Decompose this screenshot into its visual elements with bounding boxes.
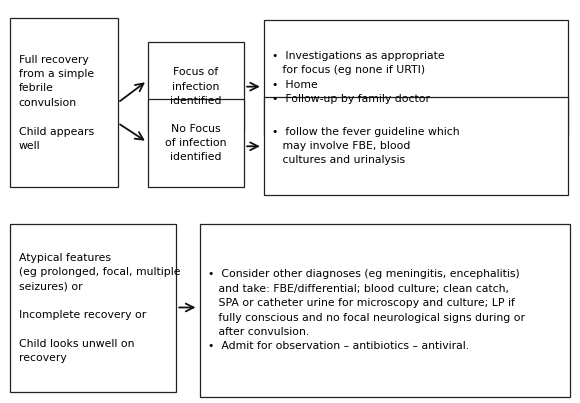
Text: •  Investigations as appropriate
   for focus (eg none if URTI)
•  Home
•  Follo: • Investigations as appropriate for focu… bbox=[272, 51, 445, 104]
FancyBboxPatch shape bbox=[10, 224, 176, 392]
Text: Atypical features
(eg prolonged, focal, multiple
seizures) or

Incomplete recove: Atypical features (eg prolonged, focal, … bbox=[19, 253, 180, 364]
FancyBboxPatch shape bbox=[10, 18, 118, 187]
FancyBboxPatch shape bbox=[264, 97, 568, 195]
FancyBboxPatch shape bbox=[148, 99, 244, 187]
FancyBboxPatch shape bbox=[264, 20, 568, 135]
Text: Focus of
infection
identified: Focus of infection identified bbox=[170, 67, 222, 106]
FancyBboxPatch shape bbox=[148, 42, 244, 131]
Text: Full recovery
from a simple
febrile
convulsion

Child appears
well: Full recovery from a simple febrile conv… bbox=[19, 54, 94, 151]
Text: No Focus
of infection
identified: No Focus of infection identified bbox=[165, 124, 227, 162]
Text: •  follow the fever guideline which
   may involve FBE, blood
   cultures and ur: • follow the fever guideline which may i… bbox=[272, 127, 459, 166]
FancyBboxPatch shape bbox=[200, 224, 570, 397]
Text: •  Consider other diagnoses (eg meningitis, encephalitis)
   and take: FBE/diffe: • Consider other diagnoses (eg meningiti… bbox=[208, 269, 525, 351]
